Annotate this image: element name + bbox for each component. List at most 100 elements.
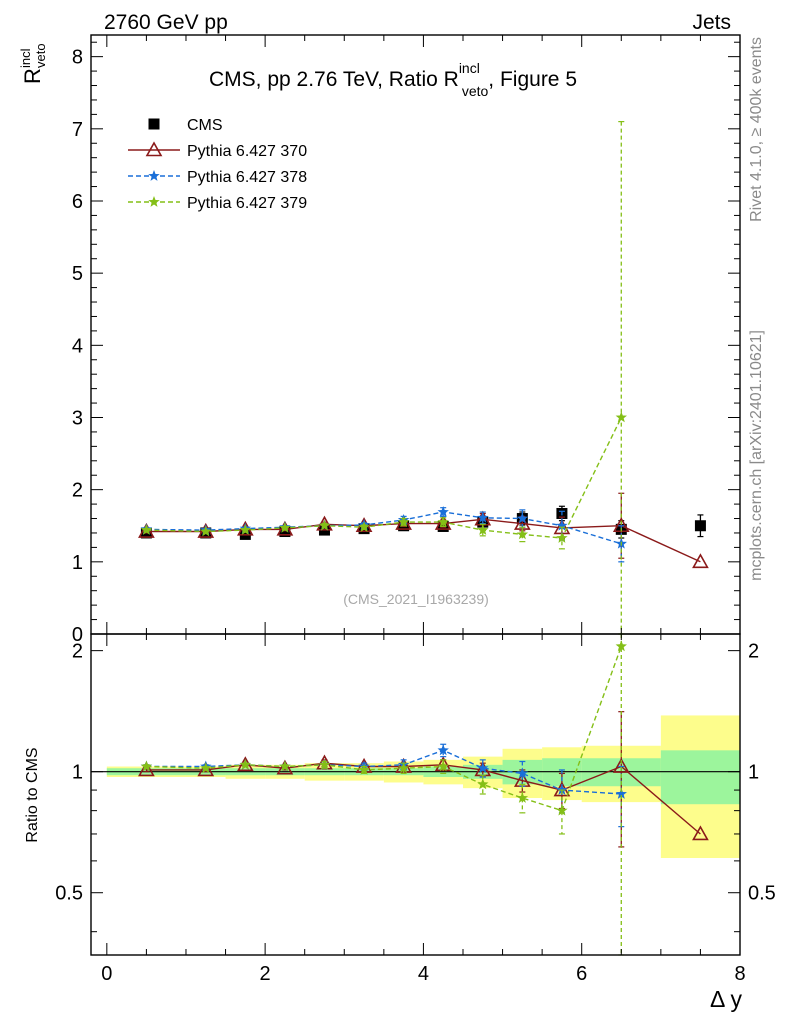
main-ytick-label: 3 [72,407,83,429]
ratio-series-2-point [279,760,291,772]
ratio-series-2-point [615,640,627,652]
main-series-3-line [146,417,622,539]
ratio-series-1-point [437,744,449,756]
main-ylabel: R incl veto [18,43,48,84]
main-series-3-point [615,411,627,423]
ratio-band-stat [660,750,740,805]
main-series-3-point [239,524,251,535]
x-tick-label: 6 [576,963,587,985]
legend-label-1: Pythia 6.427 370 [187,143,307,160]
main-series-3-point [140,524,153,535]
ratio-ytick-label-right: 0.5 [748,883,776,905]
main-axes-layer: 0 1 2 3 4 5 6 7 8 [72,34,741,646]
main-series-3-point [279,521,291,533]
analysis-id: (CMS_2021_I1963239) [343,591,489,607]
plot-title-main: CMS, pp 2.76 TeV, Ratio R [209,68,459,91]
main-series-3-point [397,516,410,527]
ratio-ytick-label: 2 [72,641,83,663]
main-series-1-point [355,517,373,533]
main-ytick-label: 0 [72,624,83,646]
ratio-ytick-label-right: 2 [748,641,759,663]
x-tick-label: 0 [101,963,112,985]
plot-title-sub: veto [462,83,489,99]
ratio-series-0-point [692,825,709,841]
main-series-3-point [318,519,331,531]
main-series-3-point [200,525,212,537]
ratio-series-2-point [318,758,331,770]
legend-label-2: Pythia 6.427 378 [187,169,307,186]
ratio-series-2-point [516,792,529,803]
mcplots-note: mcplots.cern.ch [arXiv:2401.10621] [748,330,765,581]
ratio-series-2-point [477,778,489,790]
ratio-series-2-point [239,758,251,770]
plot-title-sup: incl [459,60,480,76]
ratio-series-2-point [437,760,449,772]
legend: CMS Pythia 6.427 370 Pythia 6.427 378 Pythi… [128,117,307,212]
main-ylabel-main: R [20,68,45,84]
ratio-series-0-point [276,759,294,775]
beam-label: 2760 GeV pp [104,11,228,34]
main-ylabel-sup: incl [18,48,33,68]
x-tick-label: 4 [418,963,429,985]
ratio-series-2-point [358,763,370,775]
legend-label-3: Pythia 6.427 379 [187,195,307,212]
main-series-1-point [692,553,709,569]
main-series-2-point [437,506,449,517]
process-label: Jets [692,11,731,34]
x-tick-label: 8 [734,963,745,985]
main-series-2-point [477,511,489,523]
ratio-series-0-point [612,757,630,773]
ratio-series-2-point [556,804,568,816]
main-ytick-label: 2 [72,480,83,502]
ratio-ytick-label: 1 [72,762,83,784]
ratio-ytick-label-right: 1 [748,762,759,784]
rivet-note: Rivet 4.1.0, ≥ 400k events [748,37,765,222]
x-tick-label: 2 [260,963,271,985]
main-ytick-label: 1 [72,552,83,574]
main-ytick-label: 8 [72,47,83,69]
main-series-3-point [477,524,489,535]
legend-marker-3 [148,196,160,207]
main-series-0-point [279,526,291,538]
legend-marker-1 [145,141,163,157]
main-ytick-label: 6 [72,191,83,213]
ratio-series-2-point [200,762,212,774]
main-panel: 0 1 2 3 4 5 6 7 8 CMS Pythia 6.427 370 Pythia 6.42… [72,34,741,646]
ratio-bands-layer [91,715,740,858]
ratio-series-2-point [140,760,153,772]
main-series-2-point [556,519,568,531]
main-series-3-point [437,516,449,527]
main-series-1-point [395,514,412,530]
ratio-series-1-point [615,788,627,799]
main-series-3-point [358,521,370,532]
ratio-data-layer [138,633,709,956]
main-data-layer [138,121,709,635]
main-ytick-label: 5 [72,263,83,285]
main-series-1-point [316,515,333,531]
plot-title-tail: , Figure 5 [488,68,577,91]
ratio-series-2-line [146,646,622,812]
plot-title: CMS, pp 2.76 TeV, Ratio Rincl veto, Figur… [209,60,577,99]
main-series-2-line [146,511,622,545]
ratio-axes-layer: 0.5 0.5 1 1 2 2 0 2 4 6 8 [55,633,776,985]
ratio-series-0-point [138,761,155,777]
main-series-3-point [556,532,568,543]
main-series-2-point [516,512,529,524]
legend-marker-0 [148,118,160,130]
ratio-series-1-point [516,767,529,779]
main-series-1-point [276,520,294,536]
ratio-series-2-point [397,762,410,774]
ratio-series-1-point [477,762,489,774]
ratio-series-0-point [197,761,215,777]
ratio-ylabel: Ratio to CMS [24,747,41,842]
ratio-ytick-label: 0.5 [55,883,83,905]
main-ytick-label: 7 [72,119,83,141]
main-series-3-point [516,528,529,540]
ratio-frame [90,633,741,956]
legend-marker-2 [148,170,160,181]
main-ylabel-sub: veto [33,43,48,68]
main-series-0-point [694,520,706,532]
legend-label-0: CMS [187,117,223,134]
main-ytick-label: 4 [72,335,83,357]
